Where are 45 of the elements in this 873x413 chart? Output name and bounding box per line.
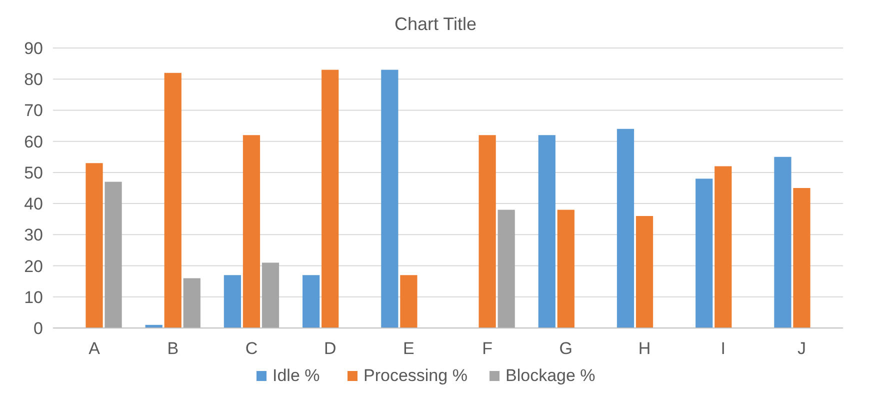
- bar: [381, 70, 398, 328]
- bar: [164, 72, 182, 328]
- legend-label: Blockage %: [506, 366, 596, 385]
- bar: [322, 70, 339, 328]
- y-tick-label: 30: [24, 226, 43, 245]
- bar: [224, 275, 242, 328]
- bar: [557, 210, 574, 328]
- y-tick-label: 0: [34, 319, 43, 338]
- bar: [242, 135, 260, 328]
- bar: [793, 188, 810, 328]
- x-tick-label: E: [403, 339, 414, 358]
- x-tick-label: F: [482, 339, 492, 358]
- legend-label: Processing %: [364, 366, 468, 385]
- chart-title: Chart Title: [394, 14, 477, 34]
- bar: [498, 210, 515, 328]
- bar: [696, 178, 713, 328]
- x-tick-label: I: [720, 339, 726, 358]
- y-tick-label: 90: [24, 39, 43, 58]
- bar: [616, 128, 634, 328]
- x-tick-label: J: [797, 339, 806, 358]
- bar: [302, 275, 320, 328]
- bar: [538, 135, 556, 328]
- bar: [183, 278, 200, 328]
- x-tick-label: A: [88, 339, 101, 358]
- y-tick-label: 50: [24, 163, 43, 182]
- bar: [774, 156, 792, 328]
- y-tick-label: 40: [24, 194, 43, 214]
- y-tick-label: 80: [24, 70, 43, 90]
- bar: [86, 163, 103, 328]
- x-tick-label: C: [245, 339, 258, 358]
- x-tick-label: B: [167, 339, 179, 358]
- x-tick-label: G: [559, 339, 573, 358]
- y-tick-label: 10: [24, 288, 43, 307]
- bar: [714, 166, 732, 328]
- bar: [478, 135, 496, 328]
- x-tick-label: D: [324, 339, 336, 358]
- bar: [400, 275, 418, 328]
- legend-label: Idle %: [272, 366, 320, 385]
- y-tick-label: 70: [24, 101, 43, 120]
- bar: [104, 182, 122, 328]
- y-tick-label: 20: [24, 256, 43, 276]
- x-tick-label: H: [638, 339, 651, 358]
- bar: [636, 216, 654, 328]
- bar: [262, 262, 280, 328]
- y-tick-label: 60: [24, 132, 43, 152]
